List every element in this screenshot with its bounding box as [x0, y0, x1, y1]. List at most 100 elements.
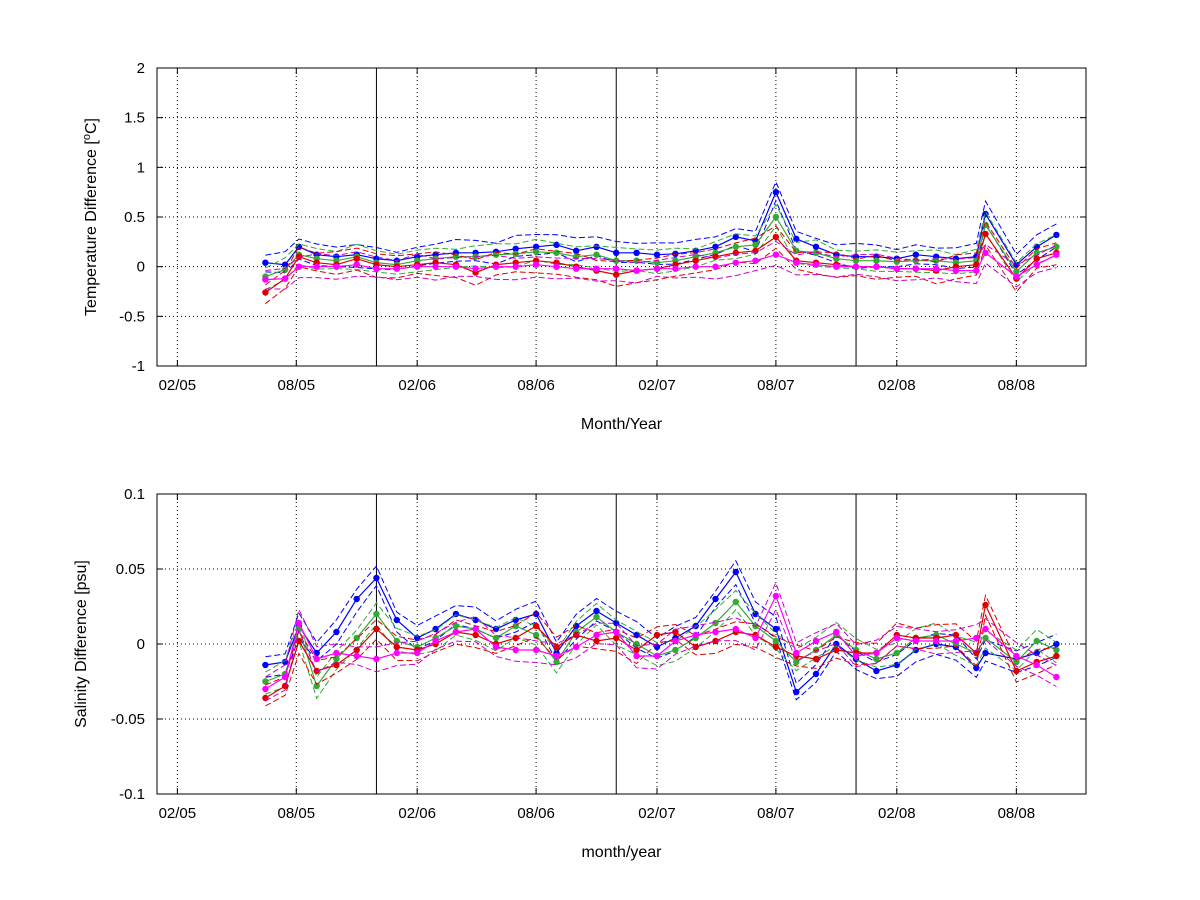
data-point	[593, 607, 600, 615]
data-point	[1053, 251, 1060, 258]
data-point	[772, 592, 780, 600]
series-line	[265, 603, 1057, 699]
data-point	[672, 628, 679, 636]
data-point	[613, 249, 620, 256]
data-point	[653, 652, 661, 660]
data-point	[772, 643, 780, 651]
data-point	[553, 643, 560, 651]
data-point	[393, 643, 400, 651]
data-point	[452, 622, 460, 630]
x-tick-label: 02/05	[159, 805, 197, 822]
data-point	[732, 598, 739, 606]
data-point	[1013, 652, 1020, 660]
data-point	[772, 625, 780, 633]
data-point	[1033, 261, 1040, 268]
data-point	[393, 649, 400, 657]
data-point	[1033, 637, 1040, 645]
data-point	[613, 271, 620, 278]
data-point	[633, 652, 640, 660]
data-point	[653, 265, 661, 272]
x-tick-label: 02/07	[638, 805, 676, 822]
data-point	[613, 634, 620, 642]
y-axis-title: Salinity Difference [psu]	[73, 560, 90, 728]
y-tick-label: 0	[137, 636, 145, 653]
data-point	[772, 637, 780, 645]
data-point	[573, 247, 580, 254]
data-point	[492, 251, 500, 258]
x-tick-label: 08/06	[517, 805, 555, 822]
data-point	[633, 646, 640, 654]
data-point	[973, 649, 980, 657]
data-point	[732, 259, 739, 266]
series-lower-band	[265, 262, 1057, 290]
data-point	[633, 631, 640, 639]
data-point	[262, 661, 269, 669]
data-point	[772, 189, 780, 196]
data-point	[373, 610, 380, 618]
data-point	[573, 643, 580, 651]
data-point	[982, 210, 989, 218]
data-point	[414, 263, 421, 270]
series-upper-band	[265, 593, 1057, 686]
data-point	[333, 655, 340, 663]
data-point	[353, 595, 360, 603]
data-point	[532, 243, 540, 250]
data-point	[353, 646, 360, 654]
data-point	[553, 249, 560, 256]
y-axis-title: Temperature Difference [oC]	[81, 118, 100, 316]
data-point	[295, 253, 303, 260]
data-point	[793, 235, 800, 243]
data-point	[613, 257, 620, 264]
data-point	[432, 263, 439, 270]
data-point	[1053, 640, 1060, 648]
data-point	[692, 643, 699, 651]
data-point	[353, 261, 360, 268]
data-point	[593, 637, 600, 645]
data-point	[793, 259, 800, 266]
data-point	[492, 263, 500, 270]
data-point	[262, 678, 269, 685]
x-tick-label: 02/07	[638, 377, 676, 394]
data-point	[752, 634, 759, 642]
data-point	[452, 628, 460, 636]
data-point	[313, 263, 320, 270]
data-point	[1053, 646, 1060, 654]
data-point	[672, 265, 679, 272]
temperature-panel: 02/05 08/05 02/06 08/06 02/07 08/07 02/08 08/08…	[81, 60, 1087, 433]
data-point	[373, 655, 380, 663]
data-point	[452, 263, 460, 270]
y-tick-label: 2	[137, 60, 145, 77]
data-point	[712, 619, 719, 627]
data-point	[512, 245, 519, 252]
data-point	[353, 255, 360, 262]
data-point	[414, 649, 421, 657]
data-point	[973, 267, 980, 274]
x-tick-label: 02/05	[159, 377, 197, 394]
data-point	[732, 625, 739, 633]
data-point	[573, 265, 580, 272]
x-tick-label: 08/08	[998, 377, 1036, 394]
data-point	[553, 652, 560, 660]
data-point	[432, 637, 439, 645]
data-point	[1013, 268, 1020, 275]
series-upper-band	[265, 204, 1057, 269]
data-point	[933, 637, 940, 645]
data-point	[672, 646, 679, 654]
data-point	[893, 258, 900, 265]
data-point	[712, 253, 719, 260]
y-tick-label: 1	[137, 159, 145, 176]
data-point	[772, 233, 780, 241]
data-point	[732, 233, 739, 241]
data-point	[281, 673, 289, 681]
data-point	[262, 289, 269, 296]
data-point	[952, 631, 960, 639]
data-point	[313, 655, 320, 663]
data-point	[472, 265, 479, 272]
data-point	[812, 261, 820, 268]
data-point	[692, 263, 699, 270]
y-tick-label: -1	[132, 358, 145, 375]
data-point	[553, 263, 560, 270]
data-point	[262, 276, 269, 283]
data-point	[973, 664, 980, 672]
